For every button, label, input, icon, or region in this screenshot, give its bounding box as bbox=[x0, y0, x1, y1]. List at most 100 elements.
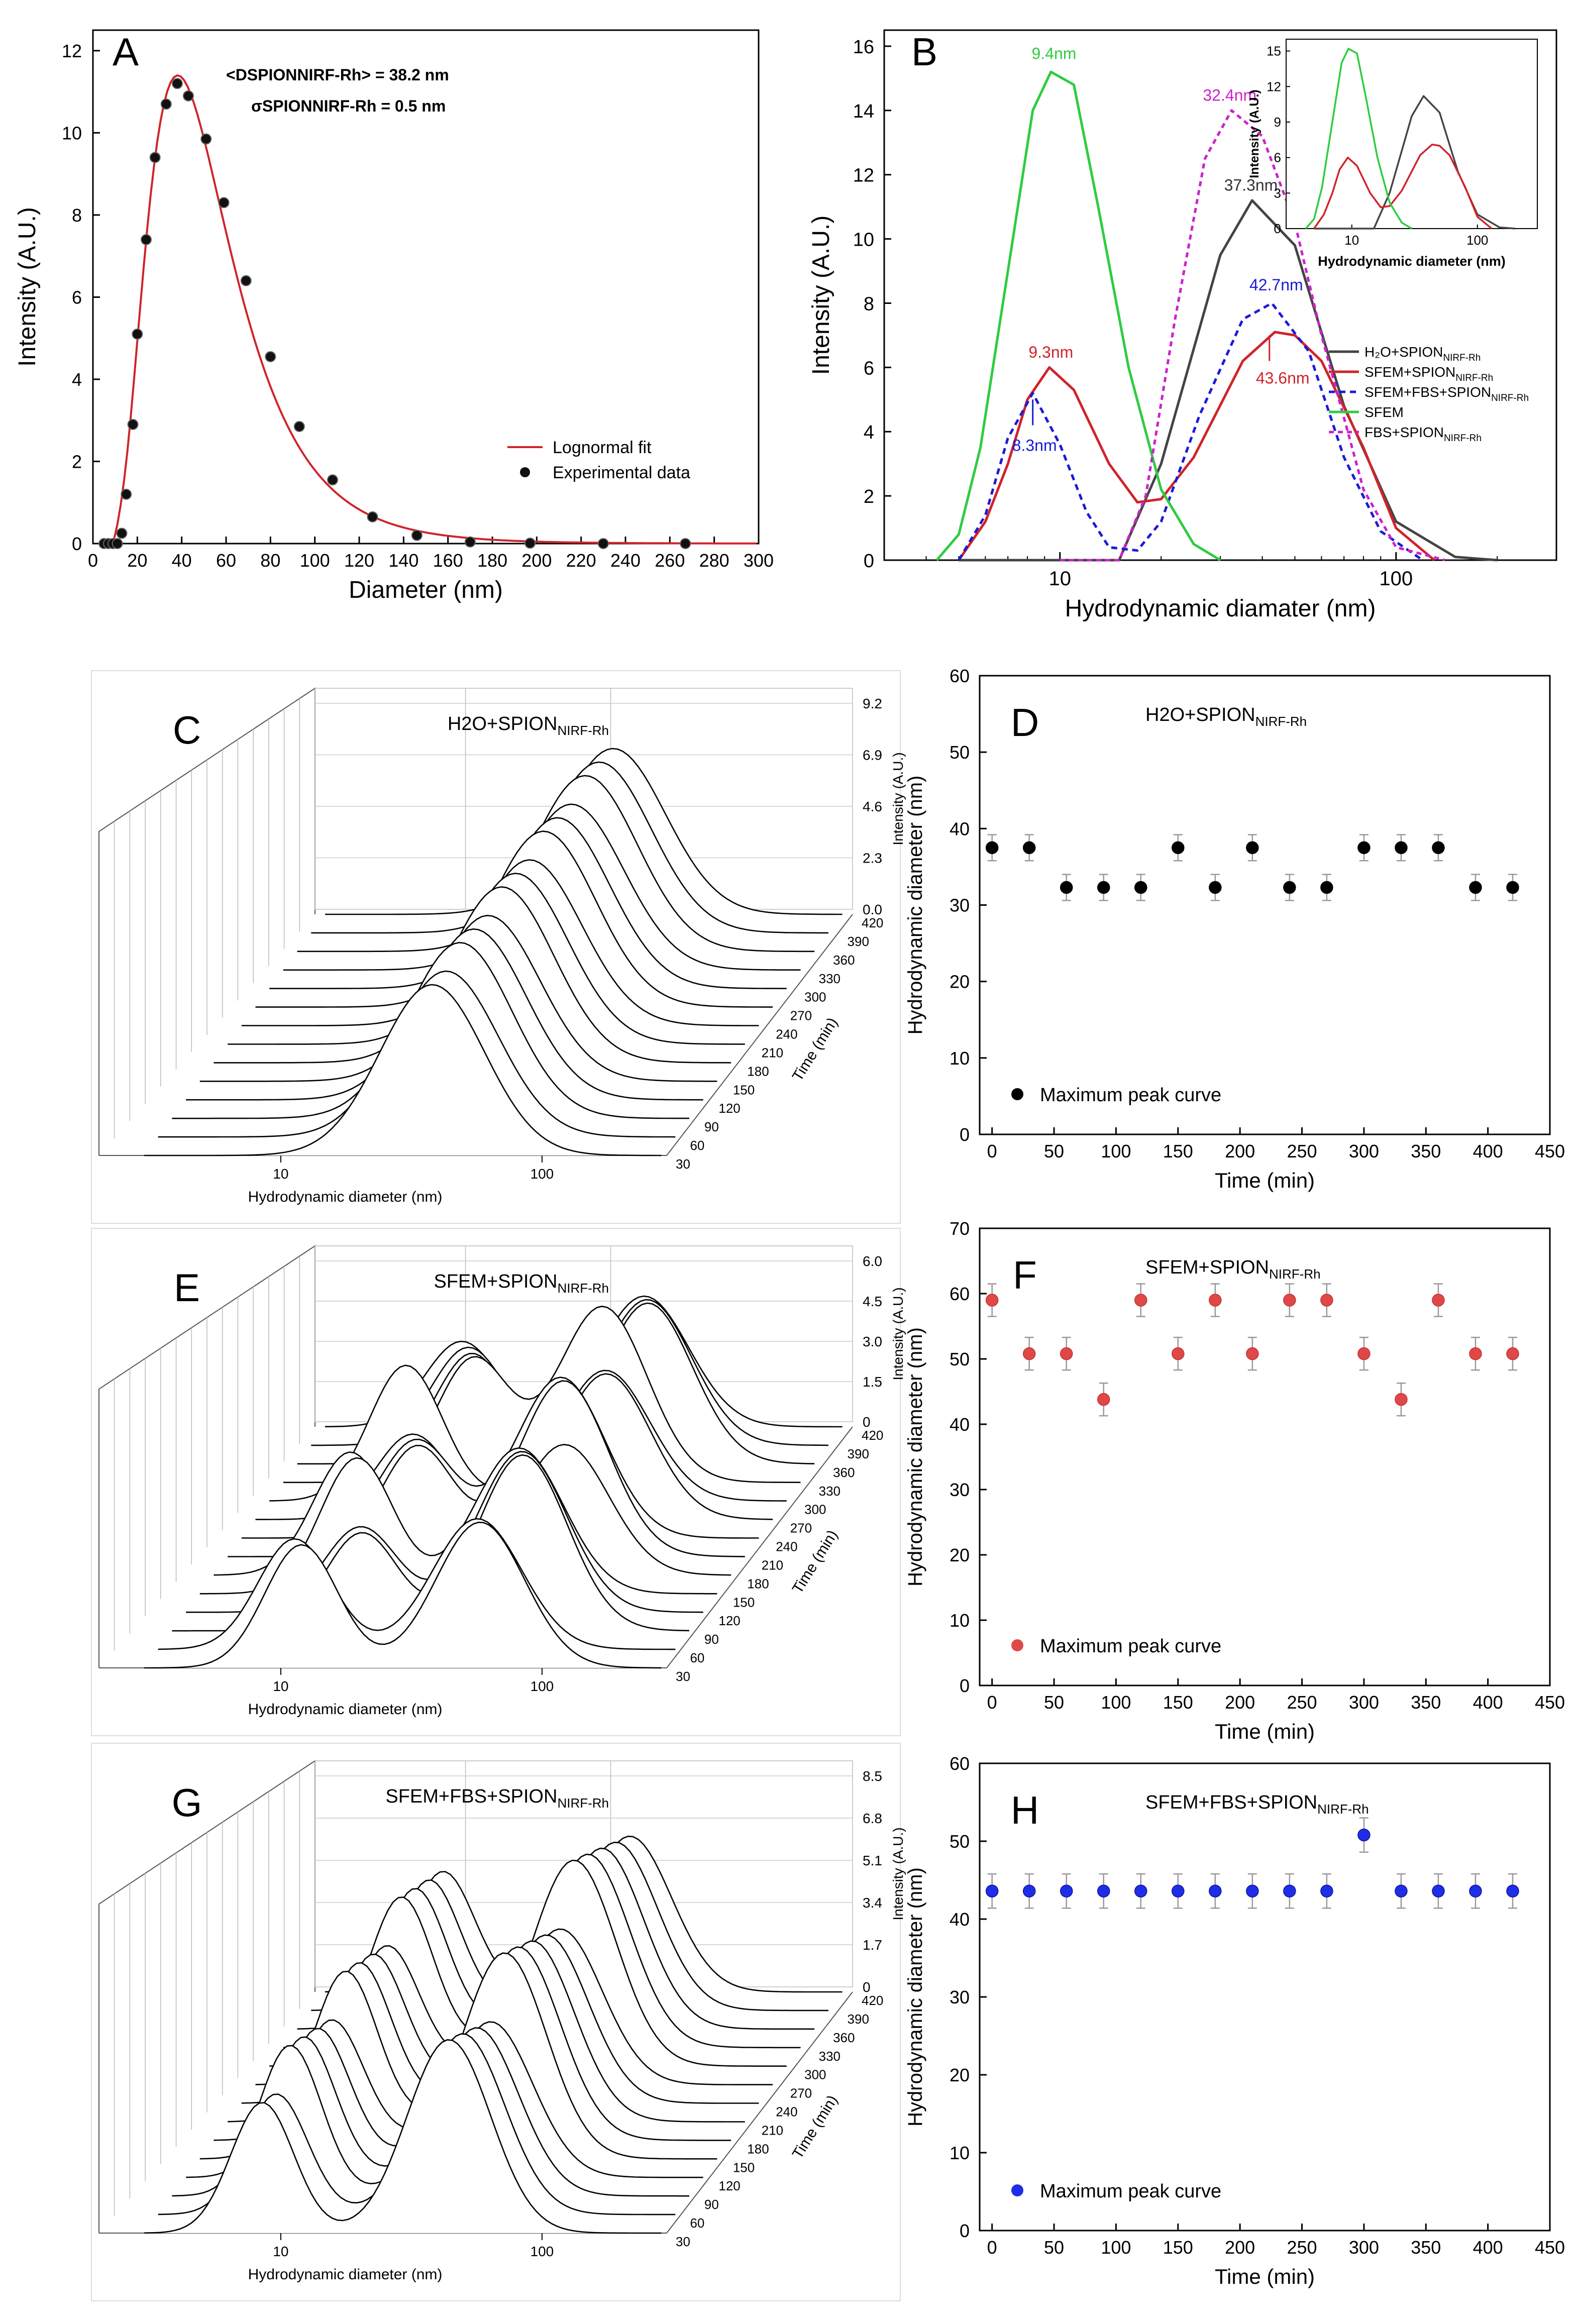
legend-label: Maximum peak curve bbox=[1040, 2181, 1221, 2202]
y-tick-label: 2 bbox=[72, 451, 82, 472]
x-tick-label: 10 bbox=[273, 1678, 288, 1694]
y-tick-label: 2 bbox=[864, 486, 874, 507]
x-axis-label: Hydrodynamic diameter (nm) bbox=[248, 1701, 443, 1718]
series-line bbox=[958, 302, 1424, 562]
x-tick-label: 150 bbox=[1163, 1141, 1193, 1161]
inset-x-tick-label: 10 bbox=[1344, 233, 1359, 248]
panel-label-f: F bbox=[1013, 1253, 1037, 1297]
inset-y-tick-label: 12 bbox=[1267, 79, 1281, 94]
x-tick-label: 10 bbox=[273, 1166, 288, 1182]
data-point bbox=[1432, 841, 1445, 855]
x-tick-label: 100 bbox=[1101, 1692, 1131, 1713]
spectrum-curve bbox=[144, 1521, 662, 1669]
x-tick-label: 100 bbox=[531, 1678, 554, 1694]
x-tick-label: 150 bbox=[1163, 1692, 1193, 1713]
x-tick-label: 250 bbox=[1287, 1141, 1317, 1161]
time-tick-label: 30 bbox=[676, 1669, 690, 1684]
annotation-mean: <DSPIONNIRF-Rh> = 38.2 nm bbox=[226, 66, 449, 84]
time-tick-label: 150 bbox=[733, 1595, 755, 1610]
inset-y-tick-label: 15 bbox=[1267, 44, 1281, 59]
x-tick-label: 100 bbox=[531, 2244, 554, 2259]
x-tick-label: 80 bbox=[260, 550, 280, 571]
time-tick-label: 30 bbox=[676, 2234, 690, 2249]
data-point bbox=[1506, 881, 1519, 894]
panel-title: SFEM+FBS+SPIONNIRF-Rh bbox=[1145, 1792, 1369, 1817]
panel-f: 0 50 100 150 200 250 300 350 400 450 0 10 20 30 40 50 60… bbox=[904, 1218, 1565, 1743]
panel-d: 0 50 100 150 200 250 300 350 400 450 0 10 20 30 40 50 60… bbox=[904, 666, 1565, 1192]
y-axis-label: Intensity (A.U.) bbox=[808, 216, 834, 375]
data-point bbox=[182, 90, 194, 101]
x-tick-label: 0 bbox=[987, 1692, 997, 1713]
intensity-tick-label: 8.5 bbox=[863, 1768, 882, 1784]
time-tick-label: 330 bbox=[819, 1484, 840, 1499]
y-tick-label: 60 bbox=[950, 1753, 970, 1774]
x-tick-label: 100 bbox=[1379, 568, 1413, 590]
x-axis-label: Hydrodynamic diamater (nm) bbox=[1065, 595, 1376, 622]
x-tick-label: 40 bbox=[172, 550, 192, 571]
y-tick-label: 10 bbox=[950, 1610, 970, 1631]
intensity-tick-label: 6.0 bbox=[863, 1253, 882, 1269]
time-tick-label: 360 bbox=[833, 953, 855, 968]
panel-label-b: B bbox=[911, 30, 937, 74]
panel-label-e: E bbox=[174, 1265, 200, 1310]
time-tick-label: 60 bbox=[690, 1138, 704, 1153]
data-point bbox=[1469, 1347, 1482, 1360]
data-point bbox=[1097, 1884, 1110, 1897]
x-tick-label: 60 bbox=[216, 550, 236, 571]
data-point bbox=[160, 98, 172, 110]
data-point bbox=[1246, 841, 1259, 855]
x-tick-label: 350 bbox=[1411, 1692, 1441, 1713]
y-tick-label: 30 bbox=[950, 1480, 970, 1500]
x-tick-label: 220 bbox=[566, 550, 596, 571]
x-tick-label: 260 bbox=[655, 550, 685, 571]
inset-y-tick-label: 0 bbox=[1274, 221, 1281, 236]
y-tick-label: 6 bbox=[864, 358, 874, 379]
data-point bbox=[464, 536, 476, 548]
floor-right bbox=[666, 1426, 853, 1668]
spectrum-curve bbox=[255, 830, 773, 1008]
x-tick-label: 250 bbox=[1287, 1692, 1317, 1713]
data-point bbox=[1395, 1884, 1408, 1897]
x-tick-label: 200 bbox=[521, 550, 552, 571]
panel-a-frame bbox=[92, 29, 760, 545]
intensity-axis-label: Intensity (A.U.) bbox=[890, 752, 906, 845]
data-point bbox=[327, 474, 338, 486]
x-tick-label: 400 bbox=[1473, 1692, 1503, 1713]
y-tick-label: 20 bbox=[950, 2065, 970, 2085]
data-point bbox=[1506, 1347, 1519, 1360]
inset-x-tick-label: 100 bbox=[1466, 233, 1488, 248]
intensity-tick-label: 6.9 bbox=[863, 748, 882, 763]
legend-label: SFEM+FBS+SPIONNIRF-Rh bbox=[1364, 384, 1529, 403]
x-tick-label: 100 bbox=[300, 550, 330, 571]
time-tick-label: 270 bbox=[790, 1521, 812, 1536]
legend-fit-label: Lognormal fit bbox=[553, 438, 652, 457]
data-point bbox=[1209, 881, 1222, 894]
y-tick-label: 8 bbox=[72, 205, 82, 226]
x-tick-label: 0 bbox=[88, 550, 98, 571]
data-point bbox=[524, 538, 536, 549]
curve-fill bbox=[144, 985, 662, 1155]
x-tick-label: 100 bbox=[1101, 2237, 1131, 2258]
time-tick-label: 180 bbox=[747, 1576, 769, 1591]
x-tick-label: 450 bbox=[1535, 1692, 1565, 1713]
peak-label: 8.3nm bbox=[1012, 437, 1057, 455]
time-tick-label: 180 bbox=[747, 1064, 769, 1079]
data-point bbox=[1506, 1884, 1519, 1897]
x-tick-label: 10 bbox=[1049, 568, 1072, 590]
time-tick-label: 180 bbox=[747, 2141, 769, 2156]
data-point bbox=[1357, 1828, 1371, 1842]
time-tick-label: 240 bbox=[776, 1027, 797, 1042]
x-tick-label: 300 bbox=[1349, 1141, 1379, 1161]
legend-label: Maximum peak curve bbox=[1040, 1085, 1221, 1106]
data-point bbox=[218, 197, 230, 208]
curve-fill bbox=[144, 2040, 662, 2233]
time-tick-label: 150 bbox=[733, 1082, 755, 1097]
x-tick-label: 200 bbox=[1225, 1692, 1255, 1713]
data-point bbox=[121, 488, 132, 500]
data-point bbox=[1209, 1294, 1222, 1307]
data-point bbox=[1022, 841, 1036, 855]
data-point bbox=[680, 538, 691, 549]
peak-label: 9.3nm bbox=[1028, 343, 1073, 361]
time-tick-label: 330 bbox=[819, 971, 840, 986]
x-tick-label: 240 bbox=[610, 550, 641, 571]
